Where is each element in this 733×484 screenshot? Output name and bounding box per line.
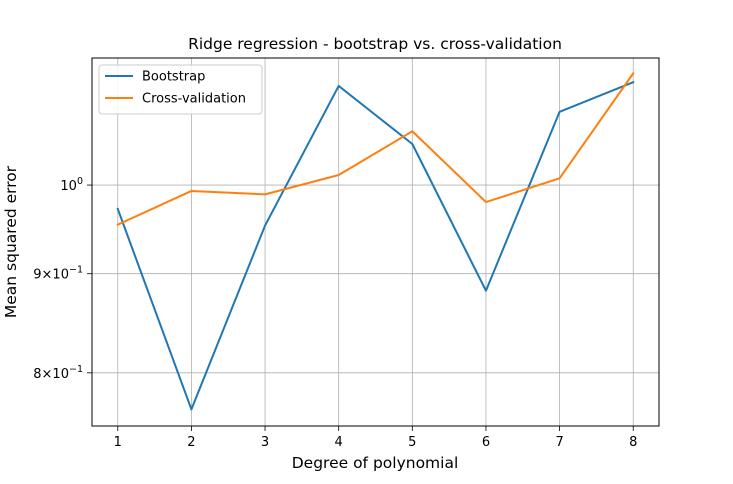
- x-tick-label: 5: [408, 435, 416, 450]
- x-tick-label: 6: [482, 435, 490, 450]
- x-tick-label: 3: [261, 435, 269, 450]
- legend: Bootstrap Cross-validation: [99, 65, 262, 114]
- x-tick-label: 4: [335, 435, 343, 450]
- legend-label-bootstrap: Bootstrap: [142, 70, 205, 85]
- x-tick-label: 8: [629, 435, 637, 450]
- x-tick-label: 7: [555, 435, 563, 450]
- legend-label-cross-validation: Cross-validation: [142, 92, 246, 107]
- x-axis-label: Degree of polynomial: [292, 454, 459, 472]
- x-tick-label: 1: [114, 435, 122, 450]
- x-tick-label: 2: [187, 435, 195, 450]
- y-axis-label: Mean squared error: [2, 165, 20, 318]
- chart-title: Ridge regression - bootstrap vs. cross-v…: [188, 35, 562, 53]
